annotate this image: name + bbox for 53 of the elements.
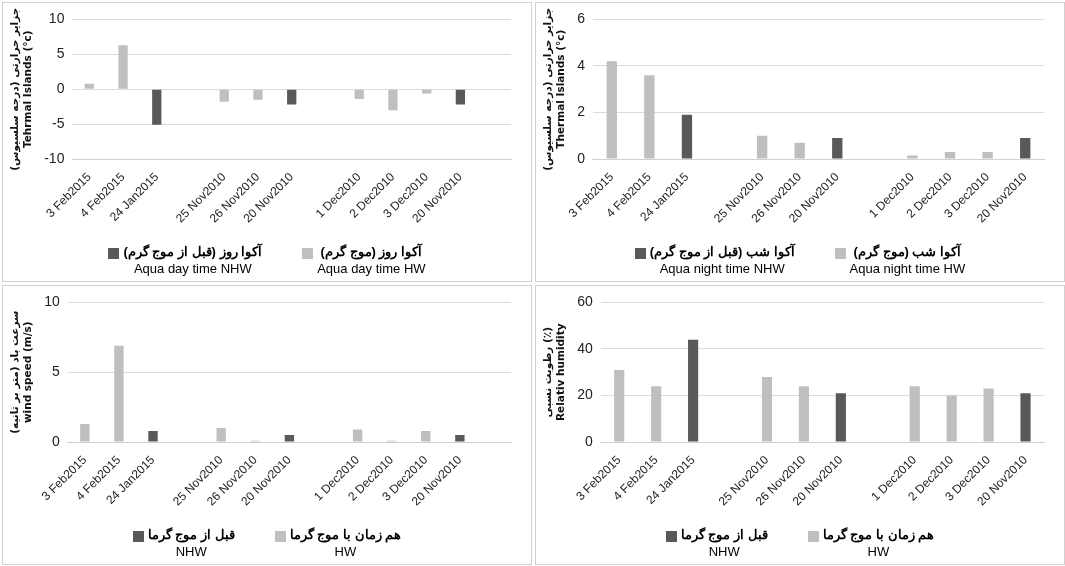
y-tick-label: 10: [48, 10, 65, 27]
y-tick-label: 5: [51, 363, 60, 380]
bar: [835, 393, 846, 442]
bar: [80, 423, 90, 442]
bar: [148, 430, 158, 442]
bar: [756, 135, 768, 159]
y-tick-label: 6: [577, 10, 586, 27]
bar: [284, 435, 295, 442]
y-tick-label: 0: [577, 149, 586, 166]
bar: [761, 376, 773, 442]
bar: [606, 61, 617, 159]
bar: [118, 45, 128, 89]
bar: [798, 386, 809, 442]
y-tick-label: 5: [56, 45, 65, 62]
bar: [907, 155, 918, 159]
bar: [1020, 393, 1031, 442]
y-tick-label: 4: [577, 56, 586, 73]
bar: [114, 345, 124, 442]
bar: [688, 339, 699, 442]
bar: [84, 83, 94, 89]
bar: [651, 386, 662, 442]
y-tick-label: 60: [577, 293, 593, 310]
y-tick-label: 20: [577, 386, 593, 403]
bar: [287, 89, 297, 105]
bar: [1020, 138, 1031, 159]
bar: [681, 114, 693, 159]
y-tick-label: 2: [577, 103, 586, 120]
bar: [253, 89, 263, 100]
bar: [455, 89, 466, 105]
y-tick-label: 0: [56, 80, 65, 97]
bar: [152, 89, 162, 125]
bar: [421, 430, 431, 442]
bar: [216, 428, 226, 442]
bar: [944, 152, 956, 159]
bar: [354, 89, 364, 99]
y-tick-label: -10: [44, 149, 65, 166]
y-tick-label: 10: [44, 293, 60, 310]
bar: [219, 89, 229, 102]
bar: [909, 386, 920, 442]
y-tick-label: 40: [577, 339, 593, 356]
bar: [455, 435, 465, 442]
bar: [614, 369, 625, 442]
bar: [983, 388, 994, 442]
bar: [794, 142, 805, 159]
bar: [982, 152, 993, 159]
bar: [352, 429, 363, 442]
y-tick-label: 0: [584, 432, 593, 449]
bar: [832, 138, 843, 159]
bar: [644, 75, 655, 159]
bar: [388, 89, 398, 111]
bar: [946, 395, 957, 442]
y-tick-label: -5: [51, 115, 65, 131]
y-tick-label: 0: [51, 432, 60, 449]
